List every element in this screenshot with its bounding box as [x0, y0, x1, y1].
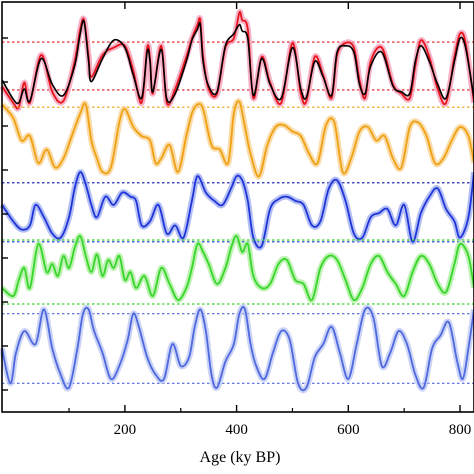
panel-4	[0, 232, 474, 305]
x-tick-label: 600	[337, 422, 360, 438]
series-line-5-1	[1, 306, 474, 392]
plot-frame	[1, 1, 474, 413]
series-line-2-1	[1, 100, 474, 178]
series-line-3-1	[1, 171, 474, 249]
x-tick-label: 400	[225, 422, 248, 438]
panel-1	[0, 8, 474, 112]
series-line-4-1	[1, 235, 474, 302]
panel-2	[0, 98, 474, 184]
axis-ticks	[2, 2, 461, 412]
series-line-1-2	[1, 19, 474, 105]
uncertainty-band-2	[0, 98, 474, 180]
panel-5	[0, 303, 474, 394]
x-axis-title: Age (ky BP)	[200, 449, 281, 466]
plot-area	[0, 8, 474, 394]
x-tick-label: 800	[449, 422, 472, 438]
x-tick-label: 200	[114, 422, 137, 438]
x-axis-tick-labels: 200 400 600 800	[114, 422, 472, 438]
uncertainty-band-4	[0, 232, 474, 304]
